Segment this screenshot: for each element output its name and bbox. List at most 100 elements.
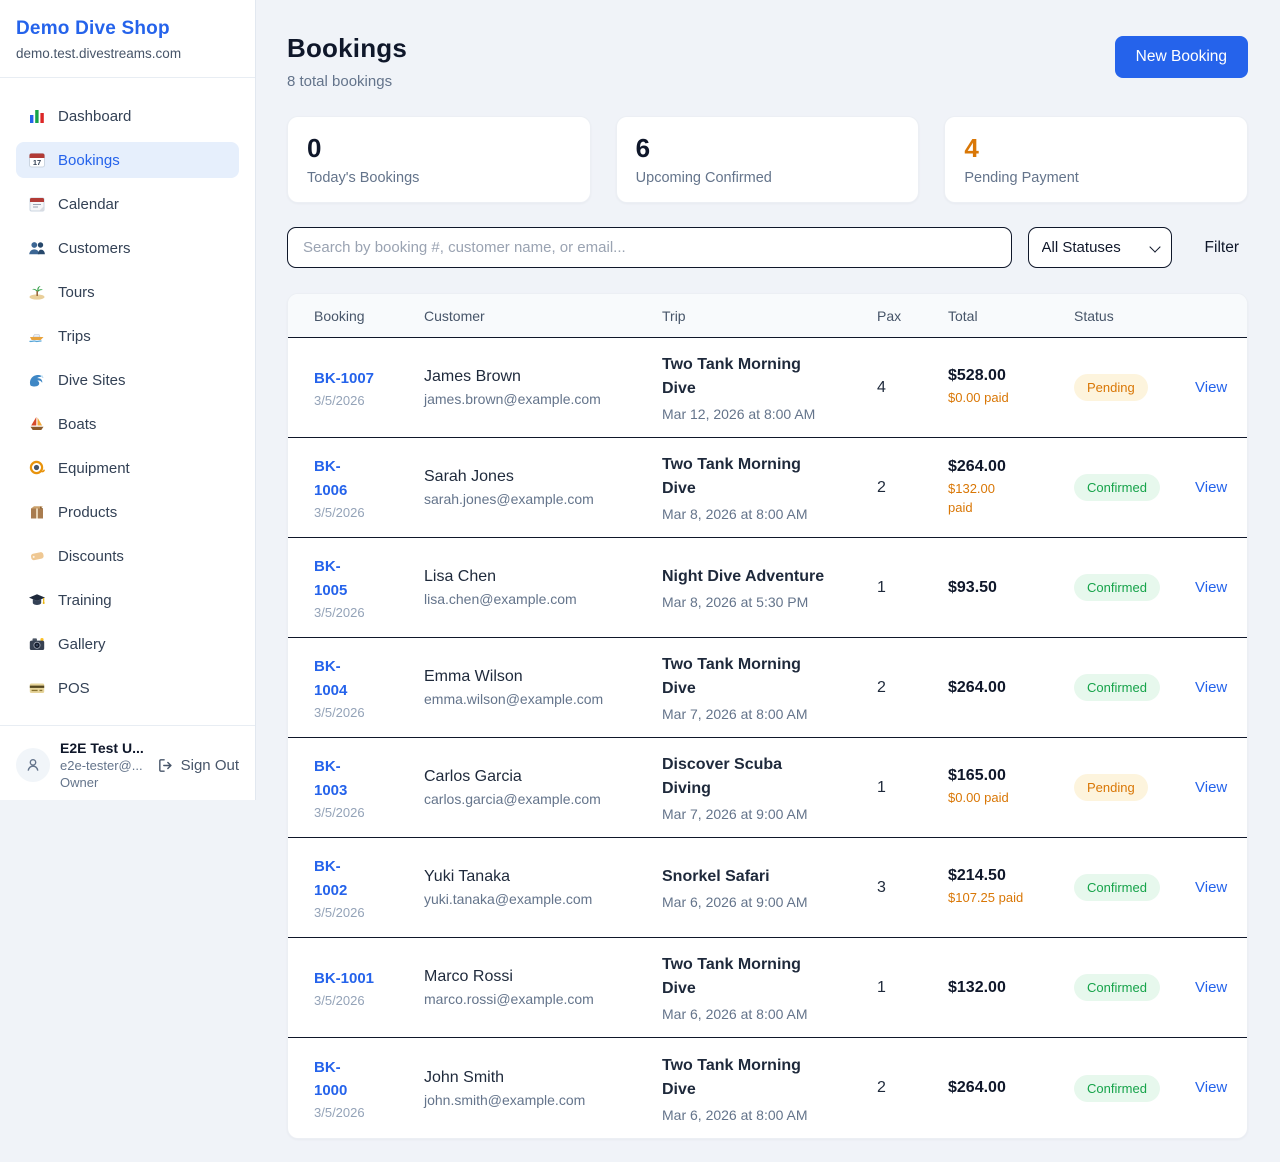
sidebar-item-training[interactable]: Training — [16, 582, 239, 618]
pax-count: 3 — [877, 878, 886, 896]
view-link[interactable]: View — [1195, 878, 1228, 896]
total-amount: $264.00 — [948, 457, 1006, 475]
total-amount: $264.00 — [948, 678, 1006, 696]
sidebar-item-pos[interactable]: POS — [16, 670, 239, 706]
customer-email: john.smith@example.com — [424, 1091, 586, 1108]
sign-out-button[interactable]: Sign Out — [157, 757, 239, 774]
pax-count: 2 — [877, 1079, 886, 1096]
trip-name: Snorkel Safari — [662, 868, 770, 885]
sidebar-item-calendar[interactable]: Calendar — [16, 186, 239, 222]
sidebar-item-dashboard[interactable]: Dashboard — [16, 98, 239, 134]
booking-id-link[interactable]: BK-1001 — [314, 969, 375, 987]
sailboat-icon — [28, 415, 46, 433]
trip-datetime: Mar 7, 2026 at 9:00 AM — [662, 806, 808, 822]
booking-id-link[interactable]: BK- 1003 — [314, 758, 348, 799]
booking-date: 3/5/2026 — [314, 604, 365, 620]
credit-card-icon — [28, 679, 46, 697]
sign-out-icon — [157, 757, 174, 774]
table-row: BK- 1002 3/5/2026 Yuki Tanaka yuki.tanak… — [288, 838, 1247, 938]
view-link[interactable]: View — [1195, 778, 1228, 796]
sidebar-item-label: Training — [58, 591, 112, 609]
user-role: Owner — [60, 775, 99, 790]
pax-count: 1 — [877, 978, 886, 996]
customer-name: James Brown — [424, 368, 521, 385]
pax-count: 4 — [877, 378, 886, 396]
page-header: Bookings 8 total bookings New Booking — [287, 33, 1248, 90]
booking-id-link[interactable]: BK- 1005 — [314, 558, 348, 599]
customer-name: Marco Rossi — [424, 968, 513, 985]
booking-id-link[interactable]: BK- 1000 — [314, 1058, 348, 1099]
sidebar-header: Demo Dive Shop demo.test.divestreams.com — [0, 0, 255, 78]
sidebar-item-label: Dashboard — [58, 107, 132, 125]
user-name: E2E Test U... — [60, 740, 144, 756]
total-amount: $264.00 — [948, 1079, 1006, 1096]
column-header-status: Status — [1074, 307, 1114, 324]
booking-date: 3/5/2026 — [314, 393, 365, 409]
status-badge: Confirmed — [1074, 674, 1160, 701]
column-header-trip: Trip — [662, 307, 686, 324]
table-row: BK-1007 3/5/2026 James Brown james.brown… — [288, 338, 1247, 438]
stat-card-pending-payment: 4 Pending Payment — [944, 116, 1249, 203]
view-link[interactable]: View — [1195, 1079, 1228, 1096]
view-link[interactable]: View — [1195, 478, 1228, 496]
column-header-customer: Customer — [424, 307, 485, 324]
paid-amount: $0.00 paid — [948, 790, 1009, 806]
shop-domain: demo.test.divestreams.com — [16, 46, 182, 61]
sidebar-item-customers[interactable]: Customers — [16, 230, 239, 266]
paid-amount: $0.00 paid — [948, 390, 1009, 406]
view-link[interactable]: View — [1195, 978, 1228, 996]
sidebar-item-equipment[interactable]: Equipment — [16, 450, 239, 486]
table-row: BK- 1000 3/5/2026 John Smith john.smith@… — [288, 1038, 1247, 1138]
dive-mask-icon — [28, 459, 46, 477]
status-badge: Confirmed — [1074, 474, 1160, 501]
sidebar-item-products[interactable]: Products — [16, 494, 239, 530]
new-booking-button[interactable]: New Booking — [1114, 36, 1248, 78]
booking-id-link[interactable]: BK- 1006 — [314, 458, 348, 499]
tag-icon — [28, 547, 46, 565]
status-select[interactable]: All Statuses — [1027, 227, 1172, 268]
trip-datetime: Mar 6, 2026 at 9:00 AM — [662, 894, 808, 910]
sidebar-item-boats[interactable]: Boats — [16, 406, 239, 442]
sidebar-item-label: Boats — [58, 415, 97, 433]
sidebar-item-bookings[interactable]: 17 Bookings — [16, 142, 239, 178]
filter-button[interactable]: Filter — [1196, 231, 1248, 265]
sidebar-item-tours[interactable]: Tours — [16, 274, 239, 310]
paid-amount: $107.25 paid — [948, 890, 1024, 906]
column-header-booking: Booking — [314, 307, 365, 324]
view-link[interactable]: View — [1195, 578, 1228, 596]
search-input[interactable] — [287, 227, 1012, 268]
column-header-total: Total — [948, 307, 978, 324]
page-title: Bookings — [287, 33, 408, 63]
status-badge: Confirmed — [1074, 1074, 1160, 1102]
customer-email: emma.wilson@example.com — [424, 691, 604, 707]
sidebar-item-dive-sites[interactable]: Dive Sites — [16, 362, 239, 398]
island-icon — [28, 283, 46, 301]
sidebar-item-label: Trips — [58, 327, 91, 345]
stat-card-upcoming-confirmed: 6 Upcoming Confirmed — [615, 116, 920, 203]
trip-name: Two Tank Morning Dive — [662, 656, 801, 697]
customer-name: John Smith — [424, 1068, 505, 1086]
sidebar-item-label: Discounts — [58, 547, 124, 565]
status-badge: Pending — [1074, 774, 1148, 801]
pax-count: 1 — [877, 578, 886, 596]
column-header-pax: Pax — [877, 307, 902, 324]
view-link[interactable]: View — [1195, 378, 1228, 396]
booking-id-link[interactable]: BK-1007 — [314, 369, 375, 387]
table-body: BK-1007 3/5/2026 James Brown james.brown… — [288, 338, 1247, 1138]
booking-id-link[interactable]: BK- 1004 — [314, 658, 348, 699]
trip-datetime: Mar 6, 2026 at 8:00 AM — [662, 1106, 808, 1123]
status-badge: Confirmed — [1074, 574, 1160, 601]
customer-name: Lisa Chen — [424, 568, 497, 585]
sidebar-item-gallery[interactable]: Gallery — [16, 626, 239, 662]
bookings-table: Booking Customer Trip Pax Total Status B… — [287, 293, 1248, 1139]
sidebar-item-trips[interactable]: Trips — [16, 318, 239, 354]
sidebar-user-section: E2E Test U... e2e-tester@... Owner Sign … — [0, 725, 255, 804]
sidebar-item-discounts[interactable]: Discounts — [16, 538, 239, 574]
sidebar-item-label: Dive Sites — [58, 371, 126, 389]
main-content: Bookings 8 total bookings New Booking 0 … — [256, 0, 1280, 1139]
booking-id-link[interactable]: BK- 1002 — [314, 858, 348, 899]
view-link[interactable]: View — [1195, 678, 1228, 696]
trip-datetime: Mar 6, 2026 at 8:00 AM — [662, 1006, 808, 1022]
trip-name: Discover Scuba Diving — [662, 756, 783, 797]
